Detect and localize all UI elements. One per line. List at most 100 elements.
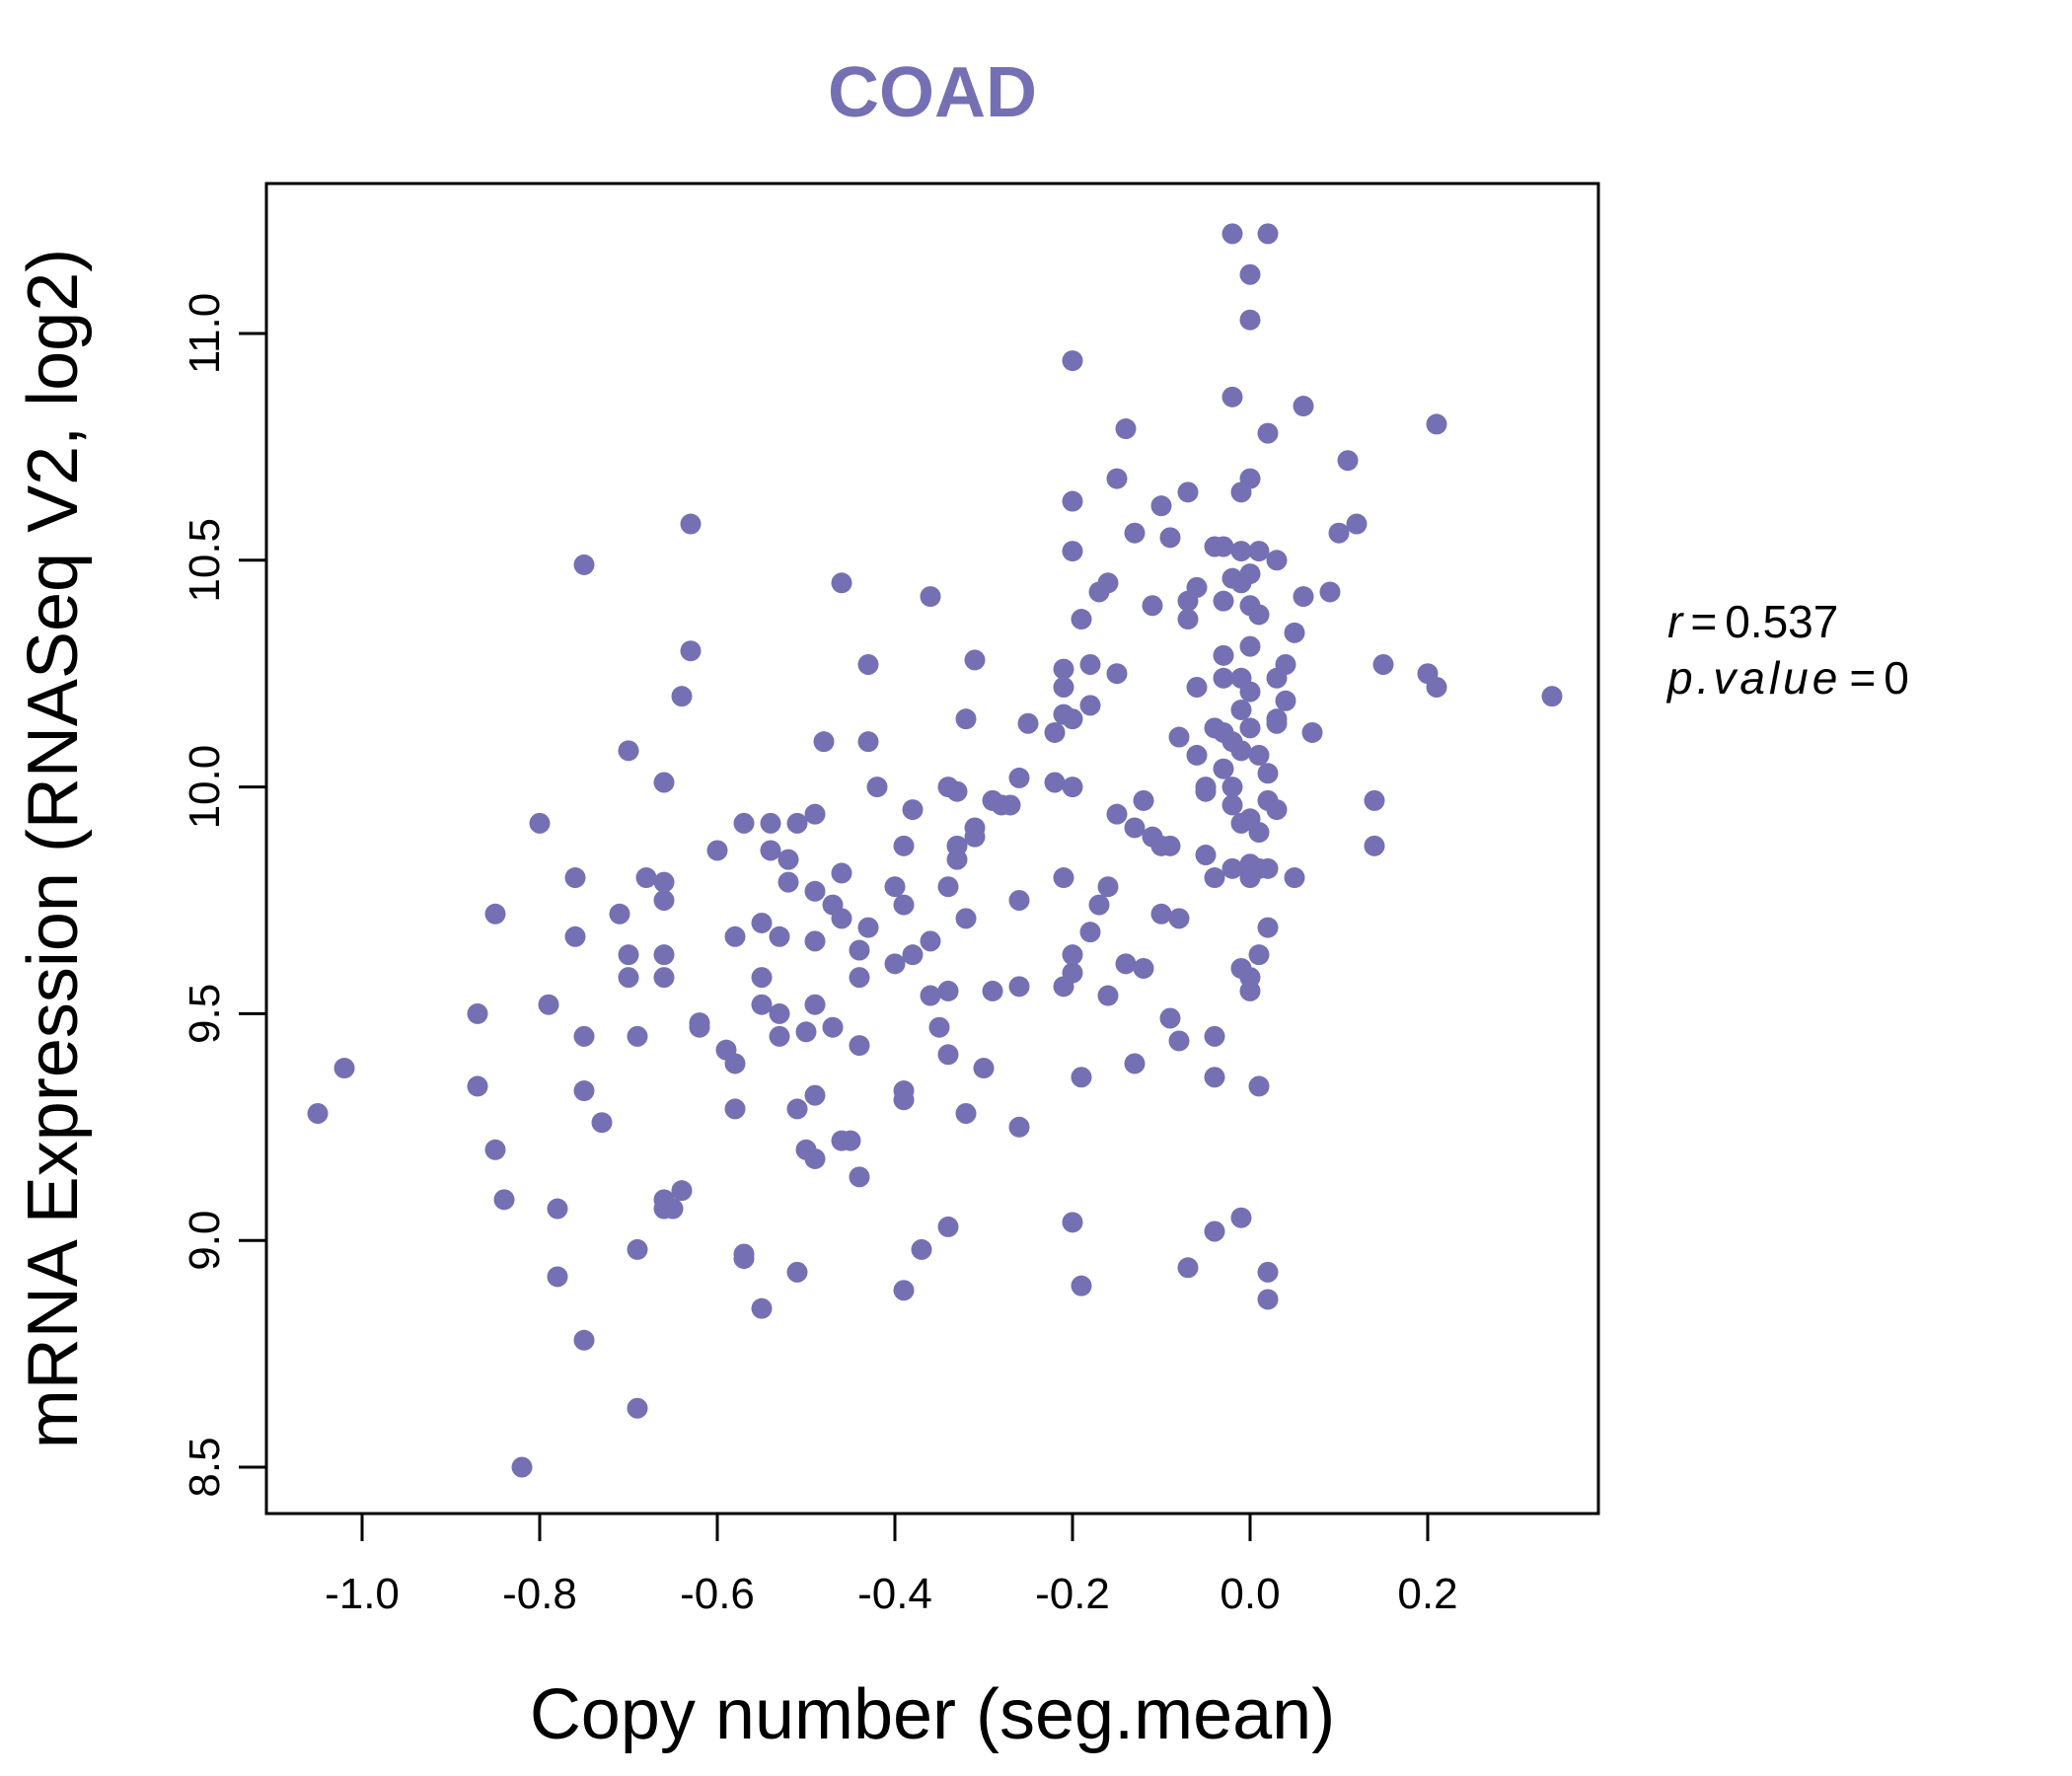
data-point	[618, 740, 639, 762]
data-point	[1257, 1261, 1279, 1283]
chart-title: COAD	[828, 53, 1037, 132]
data-point	[467, 1075, 488, 1097]
data-point	[1053, 676, 1074, 698]
data-point	[1257, 223, 1279, 245]
data-point	[1204, 1067, 1225, 1088]
data-point	[1284, 622, 1305, 643]
data-point	[1293, 586, 1314, 608]
data-point	[902, 799, 924, 821]
data-point	[733, 1248, 755, 1270]
data-point	[1142, 595, 1163, 617]
x-tick-label: 0.2	[1397, 1570, 1457, 1618]
data-point	[1257, 1289, 1279, 1310]
data-point	[1106, 803, 1128, 825]
data-point	[1195, 780, 1217, 802]
p-value: 0	[1884, 652, 1909, 703]
data-point	[1097, 985, 1119, 1006]
data-point	[840, 1130, 861, 1151]
data-point	[1204, 867, 1225, 889]
data-point	[849, 967, 870, 989]
data-point	[724, 925, 746, 947]
data-point	[769, 925, 790, 947]
data-point	[813, 731, 835, 753]
data-point	[1248, 822, 1270, 844]
data-point	[680, 513, 702, 535]
data-point	[857, 917, 879, 938]
correlation-stats: r = 0.537 p.value = 0	[1665, 596, 1909, 703]
data-point	[493, 1189, 515, 1211]
data-point	[1284, 867, 1305, 889]
x-axis: -1.0 -0.8 -0.6 -0.4 -0.2 0.0 0.2	[325, 1514, 1458, 1618]
data-point	[653, 772, 675, 793]
data-point	[307, 1103, 329, 1125]
data-point	[1106, 663, 1128, 685]
data-point	[751, 912, 773, 933]
data-point	[769, 1002, 790, 1024]
data-point	[1541, 686, 1563, 707]
data-point	[1221, 386, 1243, 407]
data-point	[1150, 495, 1172, 517]
data-point	[1062, 1212, 1083, 1233]
data-point	[937, 1216, 959, 1237]
data-point	[964, 649, 986, 671]
data-point	[1088, 894, 1110, 916]
data-point	[1044, 721, 1066, 743]
data-point	[547, 1198, 568, 1220]
data-point	[1239, 635, 1261, 657]
data-point	[1239, 717, 1261, 739]
data-point	[653, 967, 675, 989]
data-point	[467, 1002, 488, 1024]
data-point	[937, 980, 959, 1001]
data-point	[893, 1089, 915, 1111]
data-point	[1133, 789, 1154, 811]
data-point	[1257, 422, 1279, 444]
p-stat: p.value = 0	[1665, 652, 1909, 703]
data-point	[1328, 522, 1350, 544]
r-value: 0.537	[1725, 596, 1838, 647]
data-point	[831, 572, 852, 594]
data-point	[893, 835, 915, 856]
data-point	[937, 1044, 959, 1066]
data-point	[1097, 876, 1119, 898]
r-label: r	[1667, 596, 1684, 647]
data-point	[1230, 699, 1252, 720]
data-point	[538, 994, 559, 1015]
data-point	[857, 731, 879, 753]
data-point	[1008, 1116, 1030, 1138]
data-point	[653, 944, 675, 966]
data-point	[1168, 908, 1190, 929]
data-point	[1364, 789, 1385, 811]
data-point	[804, 994, 826, 1015]
data-point	[1177, 609, 1199, 630]
data-point	[706, 840, 728, 861]
data-point	[1053, 867, 1074, 889]
data-point	[751, 994, 773, 1015]
data-point	[1204, 1025, 1225, 1047]
data-point	[893, 1280, 915, 1301]
data-point	[1239, 468, 1261, 489]
data-point	[795, 1021, 817, 1043]
y-tick-label: 8.5	[181, 1437, 229, 1497]
data-point	[564, 867, 586, 889]
data-point	[1124, 1053, 1146, 1074]
data-point	[1248, 1075, 1270, 1097]
plot-frame	[264, 182, 1600, 1516]
data-point	[1230, 1207, 1252, 1228]
data-point	[573, 554, 595, 575]
data-point	[786, 812, 808, 834]
data-point	[1239, 563, 1261, 585]
data-point	[1213, 667, 1234, 689]
data-point	[1266, 708, 1288, 730]
data-point	[511, 1456, 533, 1478]
r-stat: r = 0.537	[1667, 596, 1838, 647]
data-point	[1213, 536, 1234, 557]
data-point	[1248, 944, 1270, 966]
data-point	[1062, 944, 1083, 966]
y-tick-label: 9.0	[181, 1211, 229, 1271]
data-point	[849, 1166, 870, 1188]
data-point	[1079, 922, 1101, 943]
data-point	[1071, 1067, 1092, 1088]
data-point	[529, 812, 551, 834]
data-point	[1230, 541, 1252, 562]
